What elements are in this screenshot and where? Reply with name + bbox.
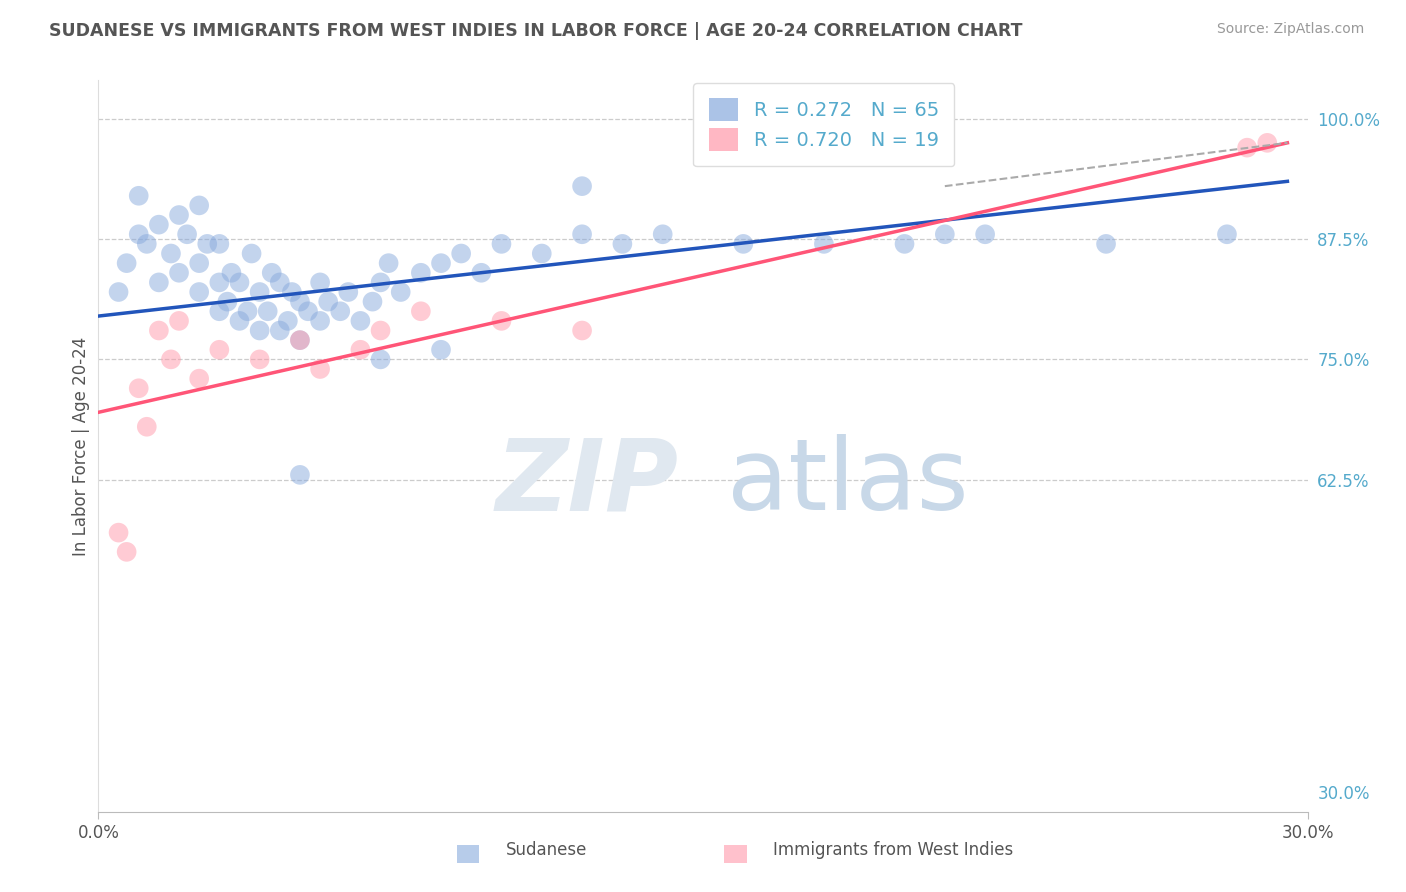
Text: Source: ZipAtlas.com: Source: ZipAtlas.com (1216, 22, 1364, 37)
Point (450, 246, 472, 260)
Point (128, 227, 150, 242)
Point (107, 525, 129, 540)
Point (228, 276, 250, 290)
Point (370, 276, 392, 290)
Point (195, 236, 218, 251)
Point (409, 304, 432, 318)
Point (370, 324, 392, 338)
Text: ZIP: ZIP (496, 434, 679, 531)
Point (135, 236, 157, 251)
Point (349, 343, 371, 357)
Point (188, 256, 211, 270)
Text: SUDANESE VS IMMIGRANTS FROM WEST INDIES IN LABOR FORCE | AGE 20-24 CORRELATION C: SUDANESE VS IMMIGRANTS FROM WEST INDIES … (49, 22, 1022, 40)
Point (571, 227, 593, 242)
Point (430, 256, 453, 270)
Point (612, 236, 634, 251)
Point (491, 236, 513, 251)
Point (893, 236, 915, 251)
Point (337, 285, 360, 299)
Point (176, 227, 198, 242)
Point (208, 276, 231, 290)
Point (269, 324, 291, 338)
Point (260, 266, 283, 280)
Point (288, 294, 311, 309)
Point (281, 285, 304, 299)
Point (651, 227, 673, 242)
Point (571, 324, 593, 338)
Legend: R = 0.272   N = 65, R = 0.720   N = 19: R = 0.272 N = 65, R = 0.720 N = 19 (693, 83, 955, 167)
Point (188, 371, 211, 385)
Point (148, 324, 170, 338)
Y-axis label: In Labor Force | Age 20-24: In Labor Force | Age 20-24 (72, 336, 90, 556)
Point (316, 294, 339, 309)
Point (135, 419, 157, 434)
Text: Sudanese: Sudanese (506, 840, 588, 858)
Point (733, 236, 755, 251)
Point (349, 314, 371, 328)
Point (361, 294, 384, 309)
Point (208, 343, 231, 357)
Point (288, 467, 311, 482)
Point (148, 276, 170, 290)
Point (240, 246, 263, 260)
Point (813, 236, 835, 251)
Point (409, 266, 432, 280)
Point (288, 333, 311, 347)
Point (208, 236, 231, 251)
Point (1216, 227, 1239, 242)
Point (228, 314, 250, 328)
Point (128, 381, 150, 395)
Point (148, 218, 170, 232)
Point (470, 266, 492, 280)
Point (1095, 236, 1118, 251)
Point (221, 266, 243, 280)
Point (188, 198, 211, 212)
Point (236, 304, 259, 318)
Point (297, 304, 319, 318)
Point (160, 246, 183, 260)
Point (370, 352, 392, 367)
Point (530, 246, 553, 260)
Point (389, 285, 412, 299)
Point (309, 362, 332, 376)
Point (167, 266, 190, 280)
Point (160, 352, 183, 367)
Point (167, 208, 190, 222)
Point (1256, 136, 1278, 150)
Point (249, 352, 271, 367)
Point (277, 314, 299, 328)
Point (256, 304, 278, 318)
Point (329, 304, 352, 318)
Point (571, 179, 593, 194)
Point (217, 294, 239, 309)
Point (167, 314, 190, 328)
Text: Immigrants from West Indies: Immigrants from West Indies (773, 840, 1014, 858)
Point (934, 227, 956, 242)
Point (115, 256, 138, 270)
Point (430, 343, 453, 357)
Point (1236, 141, 1258, 155)
Point (115, 545, 138, 559)
Point (107, 285, 129, 299)
Point (974, 227, 997, 242)
Text: atlas: atlas (727, 434, 969, 531)
Point (309, 314, 332, 328)
Point (128, 188, 150, 202)
Point (188, 285, 211, 299)
Point (491, 314, 513, 328)
Point (269, 276, 291, 290)
Point (288, 333, 311, 347)
Point (377, 256, 399, 270)
Point (208, 304, 231, 318)
Point (249, 324, 271, 338)
Point (309, 276, 332, 290)
Point (249, 285, 271, 299)
